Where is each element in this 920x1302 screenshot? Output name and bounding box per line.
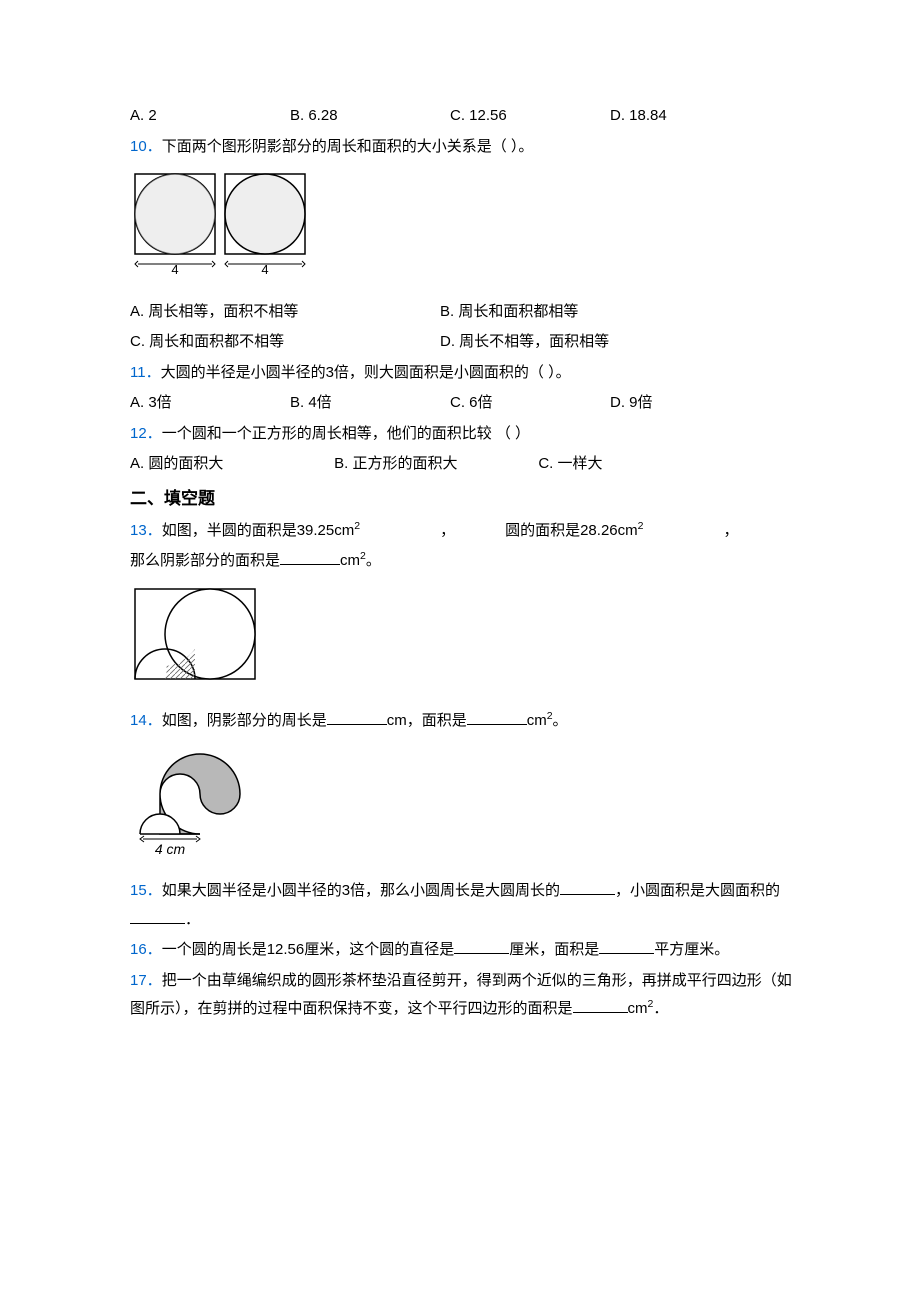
question-14: 14．如图，阴影部分的周长是cm，面积是cm2。 [130,707,800,736]
q16-blank2 [599,939,654,954]
q11-opt-c: C. 6倍 [450,389,610,418]
opt-d: D. 18.84 [610,102,770,131]
q14-blank2 [467,710,527,725]
q15-text2: ，小圆面积是大圆面积的 [615,882,780,899]
q11-text: 大圆的半径是小圆半径的3倍，则大圆面积是小圆面积的（ ）。 [161,364,571,381]
q14-text2: cm，面积是 [387,712,467,729]
question-start-options: A. 2 B. 6.28 C. 12.56 D. 18.84 [130,102,800,131]
q12-opt-a: A. 圆的面积大 [130,450,330,479]
q13-figure [130,584,800,700]
question-13-line2: 那么阴影部分的面积是cm2。 [130,547,800,576]
q16-text3: 平方厘米。 [654,941,729,958]
q10-opt-b: B. 周长和面积都相等 [440,298,578,327]
q13-text4a: ， [723,522,738,539]
q13-sup1: 2 [354,520,360,532]
q15-text3: ． [185,911,200,928]
q10-opt-a: A. 周长相等，面积不相等 [130,298,440,327]
q11-opt-a: A. 3倍 [130,389,290,418]
opt-a: A. 2 [130,102,290,131]
q10-num: 10． [130,138,162,155]
q13-sup2: 2 [638,520,644,532]
q15-blank2 [130,909,185,924]
q13-text2: ， [440,522,455,539]
q14-text3: cm [527,712,547,729]
question-12: 12．一个圆和一个正方形的周长相等，他们的面积比较 （ ） [130,420,800,449]
question-10: 10．下面两个图形阴影部分的周长和面积的大小关系是（ ）。 [130,133,800,162]
q11-options: A. 3倍 B. 4倍 C. 6倍 D. 9倍 [130,389,800,418]
q13-text1: 如图，半圆的面积是39.25cm [162,522,355,539]
q12-num: 12． [130,425,162,442]
q14-blank1 [327,710,387,725]
q14-fig-label: 4 cm [155,841,186,857]
q10-opt-c: C. 周长和面积都不相等 [130,328,440,357]
opt-b: B. 6.28 [290,102,450,131]
q10-opt-d: D. 周长不相等，面积相等 [440,328,609,357]
q17-num: 17． [130,972,162,989]
question-13: 13．如图，半圆的面积是39.25cm2，圆的面积是28.26cm2， [130,517,800,546]
q11-opt-d: D. 9倍 [610,389,770,418]
q16-text2: 厘米，面积是 [509,941,599,958]
question-17: 17．把一个由草绳编织成的圆形茶杯垫沿直径剪开，得到两个近似的三角形，再拼成平行… [130,967,800,1024]
q12-text: 一个圆和一个正方形的周长相等，他们的面积比较 （ ） [162,425,530,442]
q12-options: A. 圆的面积大 B. 正方形的面积大 C. 一样大 [130,450,800,479]
q15-text1: 如果大圆半径是小圆半径的3倍，那么小圆周长是大圆周长的 [162,882,560,899]
q17-text3: ． [653,1000,668,1017]
q13-text3: 圆的面积是28.26cm [505,522,638,539]
q14-figure: 4 cm [130,744,800,870]
q12-opt-c: C. 一样大 [538,455,602,472]
question-16: 16．一个圆的周长是12.56厘米，这个圆的直径是 厘米，面积是 平方厘米。 [130,936,800,965]
q10-fig2-label: 4 [261,262,268,277]
q13-text4: 那么阴影部分的面积是 [130,552,280,569]
q12-opt-b: B. 正方形的面积大 [334,450,534,479]
opt-c: C. 12.56 [450,102,610,131]
q14-text1: 如图，阴影部分的周长是 [162,712,327,729]
question-11: 11．大圆的半径是小圆半径的3倍，则大圆面积是小圆面积的（ ）。 [130,359,800,388]
q14-text4: 。 [553,712,568,729]
question-15: 15．如果大圆半径是小圆半径的3倍，那么小圆周长是大圆周长的 ，小圆面积是大圆面积… [130,877,800,934]
q17-text2: cm [628,1000,648,1017]
q16-num: 16． [130,941,162,958]
q13-blank [280,550,340,565]
q10-options-row2: C. 周长和面积都不相等 D. 周长不相等，面积相等 [130,328,800,357]
section-2-header: 二、填空题 [130,483,800,515]
q10-fig1-label: 4 [171,262,178,277]
q11-num: 11． [130,364,161,381]
q13-num: 13． [130,522,162,539]
q10-figure: 4 4 [130,169,800,290]
q13-text6: 。 [366,552,381,569]
q14-num: 14． [130,712,162,729]
q16-text1: 一个圆的周长是12.56厘米，这个圆的直径是 [162,941,455,958]
q17-text1: 把一个由草绳编织成的圆形茶杯垫沿直径剪开，得到两个近似的三角形，再拼成平行四边形… [130,972,792,1018]
q15-num: 15． [130,882,162,899]
q16-blank1 [454,939,509,954]
q17-blank [573,998,628,1013]
q15-blank1 [560,880,615,895]
q10-options-row1: A. 周长相等，面积不相等 B. 周长和面积都相等 [130,298,800,327]
q10-text: 下面两个图形阴影部分的周长和面积的大小关系是（ ）。 [162,138,534,155]
q11-opt-b: B. 4倍 [290,389,450,418]
q13-text5: cm [340,552,360,569]
